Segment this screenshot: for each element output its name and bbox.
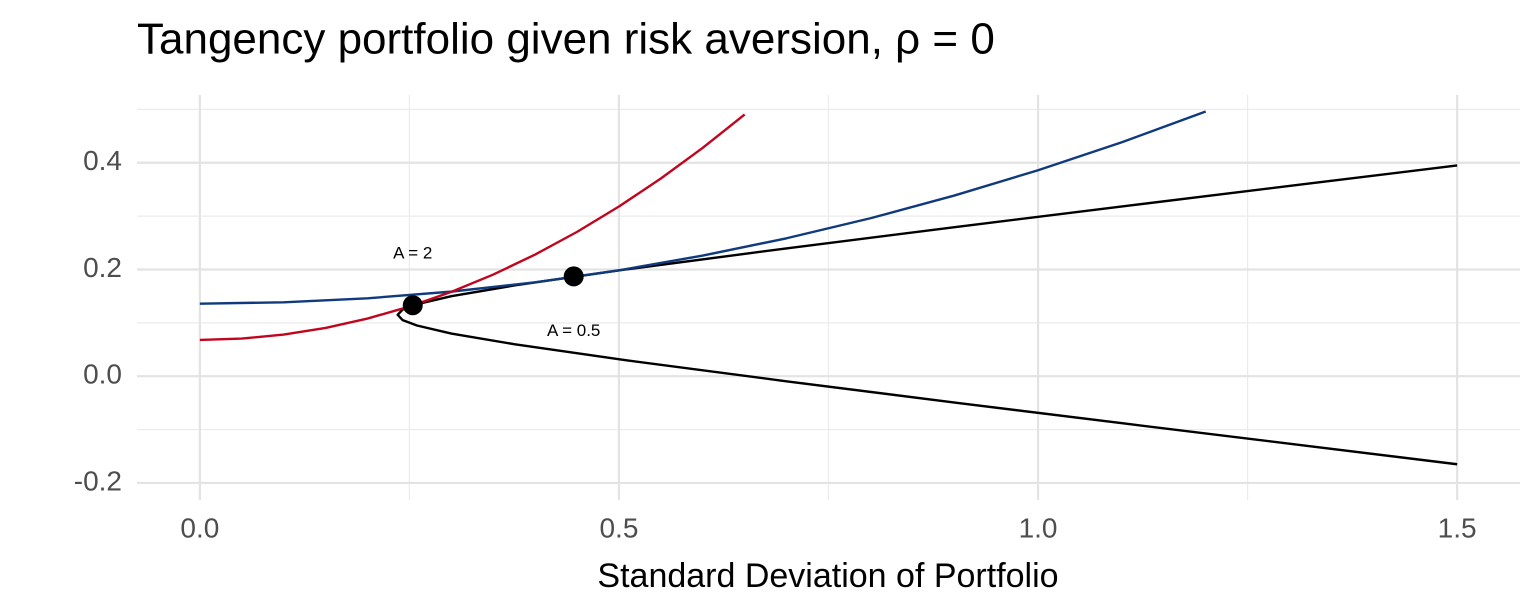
x-tick-label: 0.0 — [180, 512, 219, 543]
annotation: A = 2 — [393, 243, 432, 262]
x-tick-label: 0.5 — [599, 512, 638, 543]
y-tick-label: 0.4 — [83, 145, 122, 176]
chart-title: Tangency portfolio given risk aversion, … — [137, 15, 995, 64]
plot-marks — [199, 110, 1458, 466]
series-line — [199, 113, 746, 342]
y-tick-label: 0.0 — [83, 359, 122, 390]
y-tick-label: 0.2 — [83, 252, 122, 283]
x-axis-title: Standard Deviation of Portfolio — [597, 557, 1058, 595]
point — [563, 266, 584, 287]
x-tick-label: 1.0 — [1019, 512, 1058, 543]
x-tick-label: 1.5 — [1438, 512, 1477, 543]
y-tick-label: -0.2 — [74, 465, 122, 496]
annotation: A = 0.5 — [547, 321, 600, 340]
grid — [137, 95, 1520, 500]
point — [402, 295, 423, 316]
series-line — [396, 164, 1458, 466]
series-line — [199, 110, 1207, 305]
